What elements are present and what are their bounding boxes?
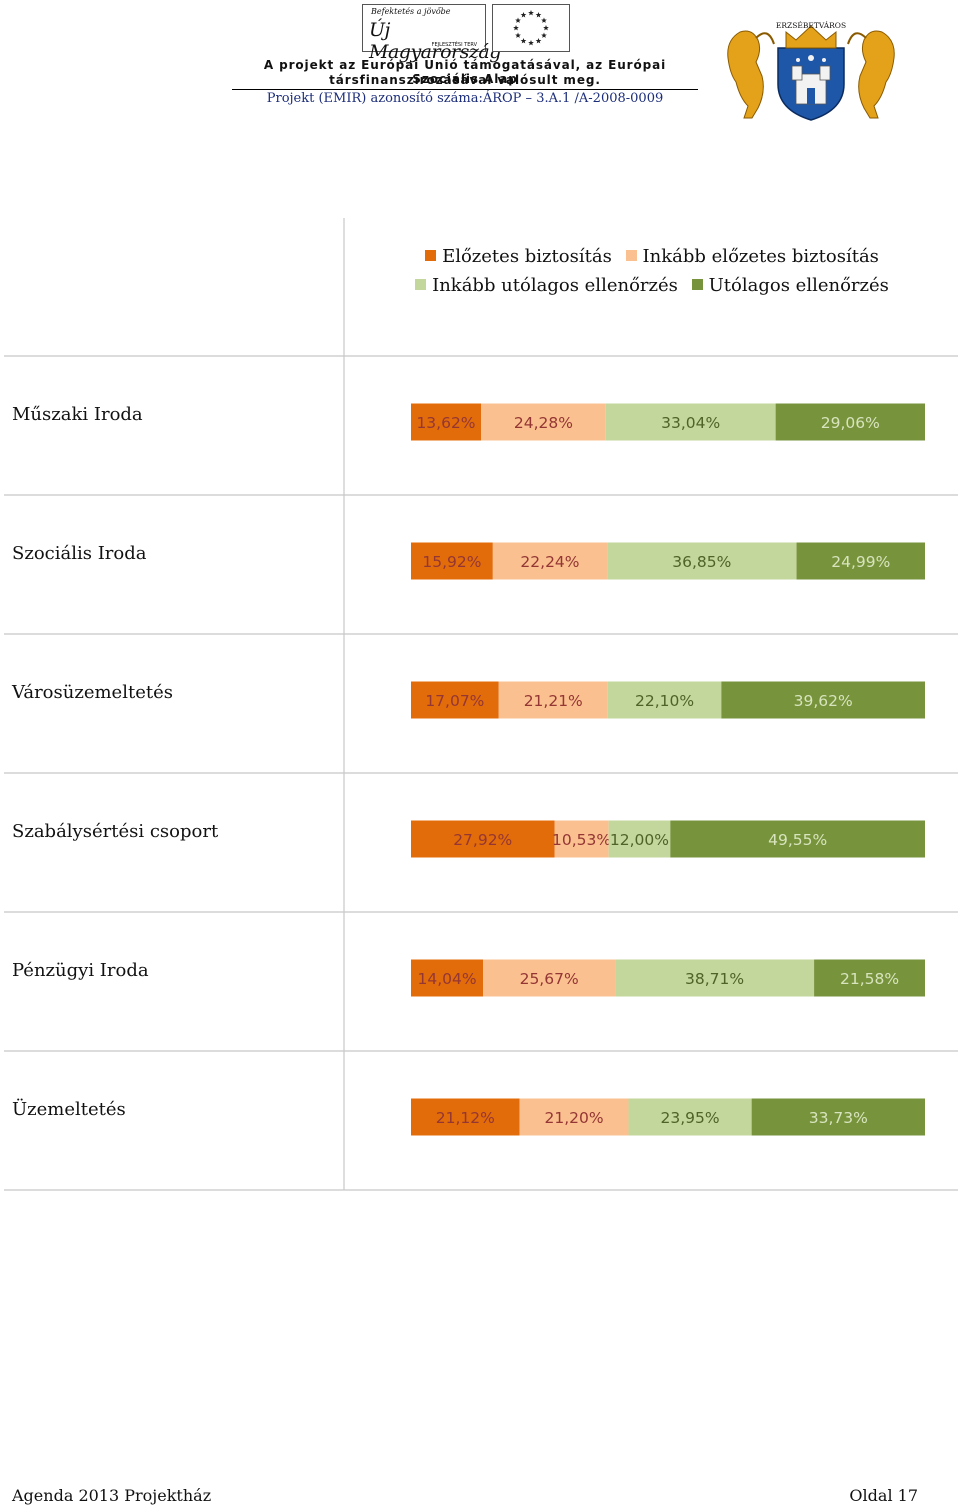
header-funding-line2: társfinanszírozásával valósult meg.	[329, 73, 601, 87]
crest-title: ERZSÉBETVÁROS	[776, 21, 846, 30]
chart-legend-row-2: Inkább utólagos ellenőrzés Utólagos elle…	[344, 275, 960, 296]
category-label: Műszaki Iroda	[12, 404, 143, 425]
data-label: 22,24%	[520, 553, 579, 571]
bar-segment-3	[605, 403, 776, 441]
eu-star-icon	[535, 12, 542, 18]
eu-star-icon	[520, 12, 527, 18]
category-label: Szociális Iroda	[12, 543, 147, 564]
data-label: 15,92%	[422, 553, 481, 571]
bar-segment-4	[751, 1098, 925, 1136]
data-label: 21,58%	[840, 970, 899, 988]
eu-star-icon	[515, 17, 521, 23]
erzsebetvaros-crest-icon: ERZSÉBETVÁROS	[727, 21, 895, 121]
bar-segment-2	[481, 403, 606, 441]
data-label: 21,12%	[436, 1109, 495, 1127]
eu-star-icon	[543, 25, 549, 31]
bar-segment-1	[411, 959, 484, 997]
data-label: 24,28%	[514, 414, 573, 432]
bar-segment-3	[628, 1098, 752, 1136]
bar-segment-1	[411, 1098, 520, 1136]
bar-segment-1	[411, 820, 555, 858]
logo-um-sub: FEJLESZTÉSI TERV	[431, 42, 477, 48]
legend-label-4: Utólagos ellenőrzés	[708, 275, 889, 296]
eu-flag-logo	[492, 4, 570, 52]
eu-star-icon	[541, 32, 547, 38]
data-label: 21,21%	[524, 692, 583, 710]
header-rule	[232, 89, 698, 90]
category-label: Városüzemeltetés	[11, 682, 173, 703]
eu-star-icon	[513, 25, 519, 31]
data-label: 22,10%	[635, 692, 694, 710]
legend-item-2: Inkább előzetes biztosítás	[625, 246, 879, 267]
category-label: Pénzügyi Iroda	[12, 960, 149, 981]
bar-segment-2	[492, 542, 608, 580]
data-label: 25,67%	[520, 970, 579, 988]
eu-star-icon	[515, 32, 521, 38]
bar-segment-4	[721, 681, 925, 719]
data-label: 17,07%	[425, 692, 484, 710]
logo-um-small-text: Befektetés a jövőbe	[371, 7, 451, 16]
data-label: 24,99%	[831, 553, 890, 571]
uj-magyarorszag-logo: Befektetés a jövőbe Új Magyarország FEJL…	[362, 4, 501, 63]
data-label: 27,92%	[453, 831, 512, 849]
data-label: 29,06%	[821, 414, 880, 432]
bar-segment-2	[519, 1098, 629, 1136]
data-label: 33,73%	[809, 1109, 868, 1127]
bar-segment-4	[775, 403, 925, 441]
legend-swatch-2	[625, 250, 637, 261]
eu-star-icon	[528, 10, 534, 16]
legend-label-1: Előzetes biztosítás	[442, 246, 612, 267]
data-label: 49,55%	[768, 831, 827, 849]
legend-label-2: Inkább előzetes biztosítás	[642, 246, 879, 267]
data-label: 33,04%	[661, 414, 720, 432]
header-funding-line1: A projekt az Európai Unió támogatásával,…	[263, 58, 667, 86]
data-label: 12,00%	[610, 831, 669, 849]
eu-star-icon	[520, 37, 527, 44]
category-label: Szabálysértési csoport	[12, 821, 219, 842]
data-label: 13,62%	[416, 414, 475, 432]
eu-star-icon	[541, 17, 547, 23]
bar-segment-3	[608, 820, 671, 858]
data-label: 36,85%	[672, 553, 731, 571]
legend-item-4: Utólagos ellenőrzés	[691, 275, 889, 296]
data-label: 23,95%	[661, 1109, 720, 1127]
bar-segment-1	[411, 403, 482, 441]
bar-segment-2	[554, 820, 609, 858]
legend-label-3: Inkább utólagos ellenőrzés	[432, 275, 678, 296]
bar-segment-3	[607, 681, 722, 719]
legend-item-3: Inkább utólagos ellenőrzés	[415, 275, 678, 296]
legend-swatch-4	[691, 279, 703, 290]
legend-item-1: Előzetes biztosítás	[425, 246, 612, 267]
data-label: 21,20%	[544, 1109, 603, 1127]
legend-swatch-1	[425, 250, 437, 261]
eu-star-icon	[528, 40, 534, 46]
bar-segment-2	[498, 681, 608, 719]
chart-legend-row-1: Előzetes biztosítás Inkább előzetes bizt…	[344, 246, 960, 267]
footer-page-number: Oldal 17	[849, 1486, 918, 1505]
bar-segment-3	[607, 542, 797, 580]
data-label: 14,04%	[418, 970, 477, 988]
logo-um-title: Új Magyarország	[369, 19, 501, 63]
bar-segment-2	[483, 959, 616, 997]
bar-segment-4	[814, 959, 925, 997]
header-project-id: Projekt (EMIR) azonosító száma:ÁROP – 3.…	[266, 91, 664, 106]
bar-segment-4	[796, 542, 925, 580]
legend-swatch-3	[415, 279, 427, 290]
stacked-bar-chart: Műszaki Iroda 13,62% 24,28% 33,04% 29,06% Szo…	[4, 218, 958, 1191]
bar-segment-4	[670, 820, 925, 858]
category-label: Üzemeltetés	[12, 1097, 126, 1120]
eu-star-icon	[535, 37, 542, 44]
bar-segment-1	[411, 681, 499, 719]
data-label: 39,62%	[794, 692, 853, 710]
footer-agenda: Agenda 2013 Projektház	[12, 1486, 212, 1505]
data-label: 38,71%	[685, 970, 744, 988]
eu-stars-icon	[513, 10, 549, 46]
bar-segment-1	[411, 542, 493, 580]
data-label: 10,53%	[552, 831, 611, 849]
bar-segment-3	[615, 959, 815, 997]
